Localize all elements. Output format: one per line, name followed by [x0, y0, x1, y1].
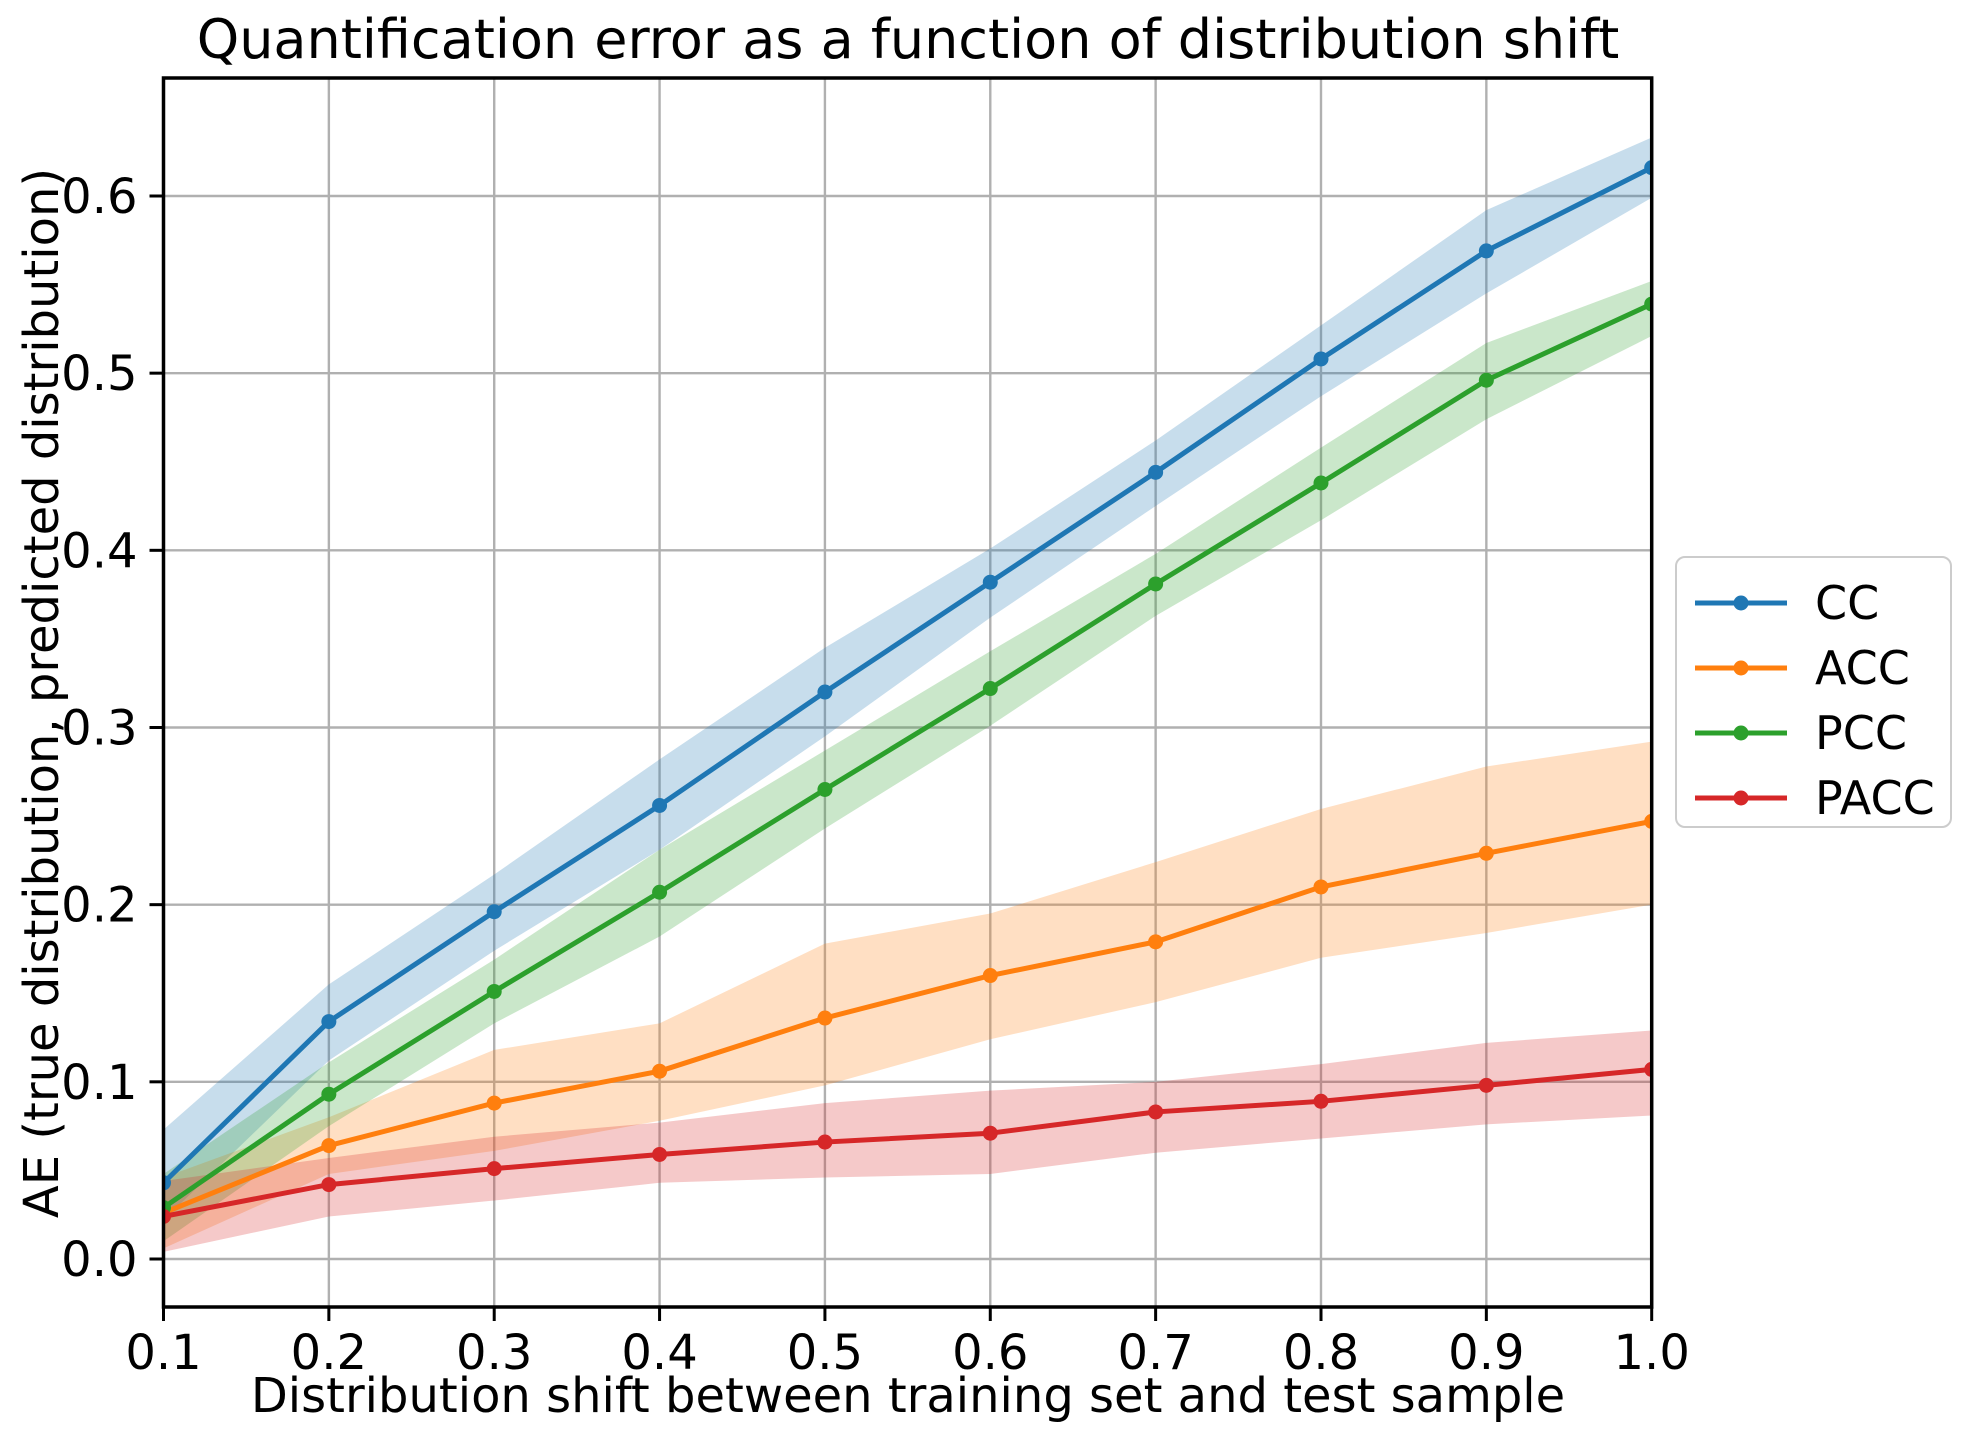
- series-pcc-marker: [486, 983, 502, 999]
- chart-title: Quantification error as a function of di…: [196, 8, 1620, 71]
- series-acc-marker: [1478, 845, 1494, 861]
- x-tick-label: 0.1: [125, 1325, 201, 1381]
- legend-label: PCC: [1815, 705, 1907, 760]
- legend-line-sample-acc: [1695, 660, 1787, 675]
- series-acc-marker: [817, 1010, 833, 1026]
- series-cc-marker: [321, 1014, 337, 1030]
- y-tick-label: 0.2: [61, 878, 137, 934]
- series-cc-marker: [486, 904, 502, 920]
- series-cc-marker: [163, 1175, 171, 1191]
- series-pacc-marker: [817, 1134, 833, 1150]
- legend-line-sample-pcc: [1695, 725, 1787, 740]
- series-pcc-marker: [652, 884, 668, 900]
- ticks: [149, 194, 1654, 1321]
- x-tick-label: 0.4: [621, 1325, 697, 1381]
- series-acc-line: [163, 818, 1652, 1216]
- series-pcc-marker: [321, 1086, 337, 1102]
- x-tick-label: 0.7: [1117, 1325, 1193, 1381]
- legend-item-pcc: PCC: [1693, 700, 1950, 765]
- series-pcc-markers: [163, 296, 1652, 1216]
- legend-label: ACC: [1815, 640, 1910, 695]
- y-tick-label: 0.4: [61, 523, 137, 579]
- series-pacc-band: [163, 1030, 1652, 1252]
- legend-line-sample-pacc: [1695, 790, 1787, 805]
- series-pacc-marker: [486, 1161, 502, 1177]
- series-pacc-marker: [1478, 1077, 1494, 1093]
- legend-label: CC: [1815, 575, 1880, 630]
- x-axis-label: Distribution shift between training set …: [250, 1368, 1566, 1424]
- y-tick-label: 0.6: [61, 169, 137, 225]
- y-tick-label: 0.3: [61, 700, 137, 756]
- series-pcc-marker: [817, 781, 833, 797]
- x-tick-label: 0.5: [787, 1325, 863, 1381]
- series-pacc-marker: [1148, 1104, 1164, 1120]
- legend-item-acc: ACC: [1693, 635, 1950, 700]
- series-pacc-line: [163, 1066, 1652, 1219]
- series-acc-marker: [1313, 879, 1329, 895]
- series-acc-marker: [321, 1138, 337, 1154]
- x-tick-label: 0.3: [456, 1325, 532, 1381]
- tick-labels: 0.1 0.2 0.3 0.4 0.5 0.6 0.7 0.8 0.9 1.0 0.0 0.1 0.2 0…: [61, 169, 1690, 1381]
- series-pcc-marker: [1478, 372, 1494, 388]
- series-acc-marker: [1644, 813, 1652, 829]
- series-pcc-marker: [1313, 475, 1329, 491]
- series-pcc-marker: [1644, 296, 1652, 312]
- series-pcc-marker: [1148, 576, 1164, 592]
- series-pacc-markers: [163, 1061, 1652, 1224]
- x-tick-label: 0.9: [1448, 1325, 1524, 1381]
- series-pacc-marker: [1644, 1061, 1652, 1077]
- x-tick-label: 0.2: [291, 1325, 367, 1381]
- legend-box: CC ACC PCC PACC: [1675, 556, 1952, 828]
- series-cc-marker: [982, 574, 998, 590]
- series-pacc-marker: [163, 1208, 171, 1224]
- series-cc-band: [163, 137, 1652, 1221]
- series-pcc-marker: [982, 681, 998, 697]
- series-cc-marker: [652, 797, 668, 813]
- series-cc-marker: [1148, 464, 1164, 480]
- series-pcc-line: [163, 301, 1652, 1211]
- legend-item-cc: CC: [1693, 570, 1950, 635]
- series-acc-marker: [486, 1095, 502, 1111]
- x-tick-label: 0.6: [952, 1325, 1028, 1381]
- y-axis-label-wrap: AE (true distribution, predicted distrib…: [12, 0, 72, 1385]
- y-tick-label: 0.0: [61, 1232, 137, 1288]
- series-acc-marker: [1148, 934, 1164, 950]
- series-pacc-marker: [321, 1177, 337, 1193]
- y-tick-label: 0.1: [61, 1055, 137, 1111]
- y-tick-label: 0.5: [61, 346, 137, 402]
- legend-line-sample-cc: [1695, 595, 1787, 610]
- x-tick-label: 1.0: [1614, 1325, 1690, 1381]
- legend-label: PACC: [1815, 770, 1935, 825]
- series-cc-marker: [1644, 160, 1652, 176]
- series-pacc-marker: [652, 1146, 668, 1162]
- series-cc-marker: [1313, 351, 1329, 367]
- series-group: [163, 137, 1652, 1252]
- series-cc-line: [163, 165, 1652, 1186]
- series-cc-marker: [817, 684, 833, 700]
- series-pcc-band: [163, 281, 1652, 1242]
- series-cc-marker: [1478, 243, 1494, 259]
- axes-spines: [161, 76, 1654, 1309]
- series-cc-markers: [163, 160, 1652, 1191]
- series-pacc-marker: [982, 1125, 998, 1141]
- x-tick-label: 0.8: [1283, 1325, 1359, 1381]
- series-pacc-marker: [1313, 1093, 1329, 1109]
- series-acc-marker: [982, 968, 998, 984]
- legend-item-pacc: PACC: [1693, 765, 1950, 830]
- y-axis-label: AE (true distribution, predicted distrib…: [14, 167, 70, 1218]
- series-acc-marker: [652, 1063, 668, 1079]
